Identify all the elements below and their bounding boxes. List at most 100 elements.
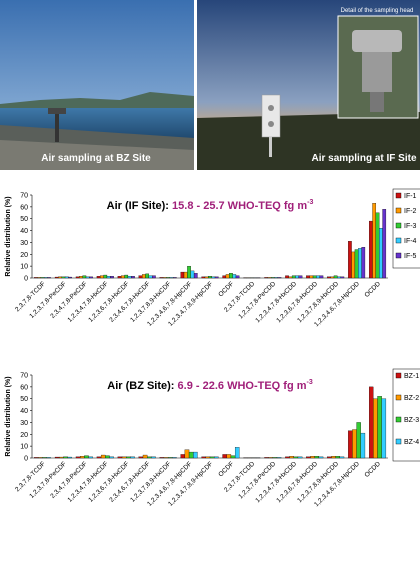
title-text: Air (IF Site): [107, 200, 172, 212]
legend-label: IF-3 [404, 223, 417, 230]
bar [215, 277, 218, 278]
bar [168, 457, 172, 458]
bar [348, 431, 352, 458]
bar [327, 277, 330, 278]
legend-label: BZ-3 [404, 417, 419, 424]
inset-caption: Detail of the sampling head [341, 8, 414, 14]
bar [76, 457, 80, 458]
bar [369, 387, 373, 458]
bar [59, 457, 63, 458]
bar [55, 457, 59, 458]
bar [205, 277, 208, 278]
bar [264, 457, 268, 458]
bar [268, 277, 271, 278]
bar [110, 276, 113, 278]
bar [294, 457, 298, 458]
bar [170, 277, 173, 278]
bar [341, 277, 344, 278]
y-tick-label: 50 [20, 216, 28, 223]
bar [212, 277, 215, 278]
title-highlight: 15.8 - 25.7 WHO-TEQ fg m [172, 200, 307, 212]
bar [184, 272, 187, 278]
bar [122, 457, 126, 458]
bar [143, 455, 147, 458]
legend-swatch [396, 417, 401, 422]
bar [63, 457, 67, 458]
legend-label: BZ-1 [404, 373, 419, 380]
photo-caption: Air sampling at IF Site [311, 153, 416, 164]
bar [146, 274, 149, 278]
bar [229, 273, 232, 278]
bar [79, 276, 82, 278]
bar [101, 455, 105, 458]
x-tick-label: OCDF [217, 460, 235, 478]
bar [208, 276, 211, 278]
bar [376, 213, 379, 278]
photo-bz [0, 0, 194, 170]
legend-swatch [396, 193, 401, 198]
bar [84, 456, 88, 458]
bar [290, 456, 294, 458]
bar [164, 457, 168, 458]
bar [361, 433, 365, 458]
bar [292, 276, 295, 278]
legend-swatch [396, 223, 401, 228]
bar [306, 276, 309, 278]
y-tick-label: 0 [24, 456, 28, 463]
y-tick-label: 70 [20, 193, 28, 200]
bar [126, 457, 130, 458]
bar [327, 457, 331, 458]
bar [189, 452, 193, 458]
bar [131, 276, 134, 278]
bar [373, 203, 376, 278]
legend-label: IF-5 [404, 253, 417, 260]
bar [278, 277, 281, 278]
x-tick-label: 1,2,3,7,8-PeCDF [28, 280, 67, 319]
bar [160, 277, 163, 278]
bar [44, 277, 47, 278]
bar [47, 457, 51, 458]
bar [109, 457, 113, 458]
y-tick-label: 60 [20, 204, 28, 211]
bar [139, 457, 143, 458]
bar [334, 276, 337, 278]
bar [181, 454, 185, 458]
x-tick-label: 1,2,3,7,8-PeCDF [28, 460, 67, 499]
bar [299, 276, 302, 278]
y-tick-label: 60 [20, 384, 28, 391]
legend-swatch [396, 253, 401, 258]
title-text: Air (BZ Site): [107, 380, 177, 392]
bar [316, 276, 319, 278]
bar [42, 457, 46, 458]
bar [151, 457, 155, 458]
bar [206, 457, 210, 458]
bar [80, 456, 84, 458]
bar [37, 277, 40, 278]
bar [233, 274, 236, 278]
bar [313, 276, 316, 278]
bar [97, 457, 101, 458]
bar [147, 457, 151, 458]
bar [285, 457, 289, 458]
chart-title: Air (BZ Site): 6.9 - 22.6 WHO-TEQ fg m-3 [107, 379, 313, 392]
bar [163, 277, 166, 278]
bar [187, 266, 190, 278]
bar [128, 276, 131, 278]
bar [231, 456, 235, 458]
bar [202, 457, 206, 458]
y-axis-label: Relative distribution (%) [5, 196, 12, 276]
bar [315, 456, 319, 458]
bar [362, 247, 365, 278]
figure: Air sampling at BZ Site Air sampling at … [0, 0, 420, 559]
bar [285, 276, 288, 278]
bar [337, 277, 340, 278]
bar [369, 221, 372, 278]
bar [348, 241, 351, 278]
bar [142, 274, 145, 278]
bar [310, 276, 313, 278]
bar [104, 275, 107, 278]
y-tick-label: 10 [20, 444, 28, 451]
bar [47, 277, 50, 278]
y-tick-label: 10 [20, 264, 28, 271]
y-tick-label: 20 [20, 252, 28, 259]
